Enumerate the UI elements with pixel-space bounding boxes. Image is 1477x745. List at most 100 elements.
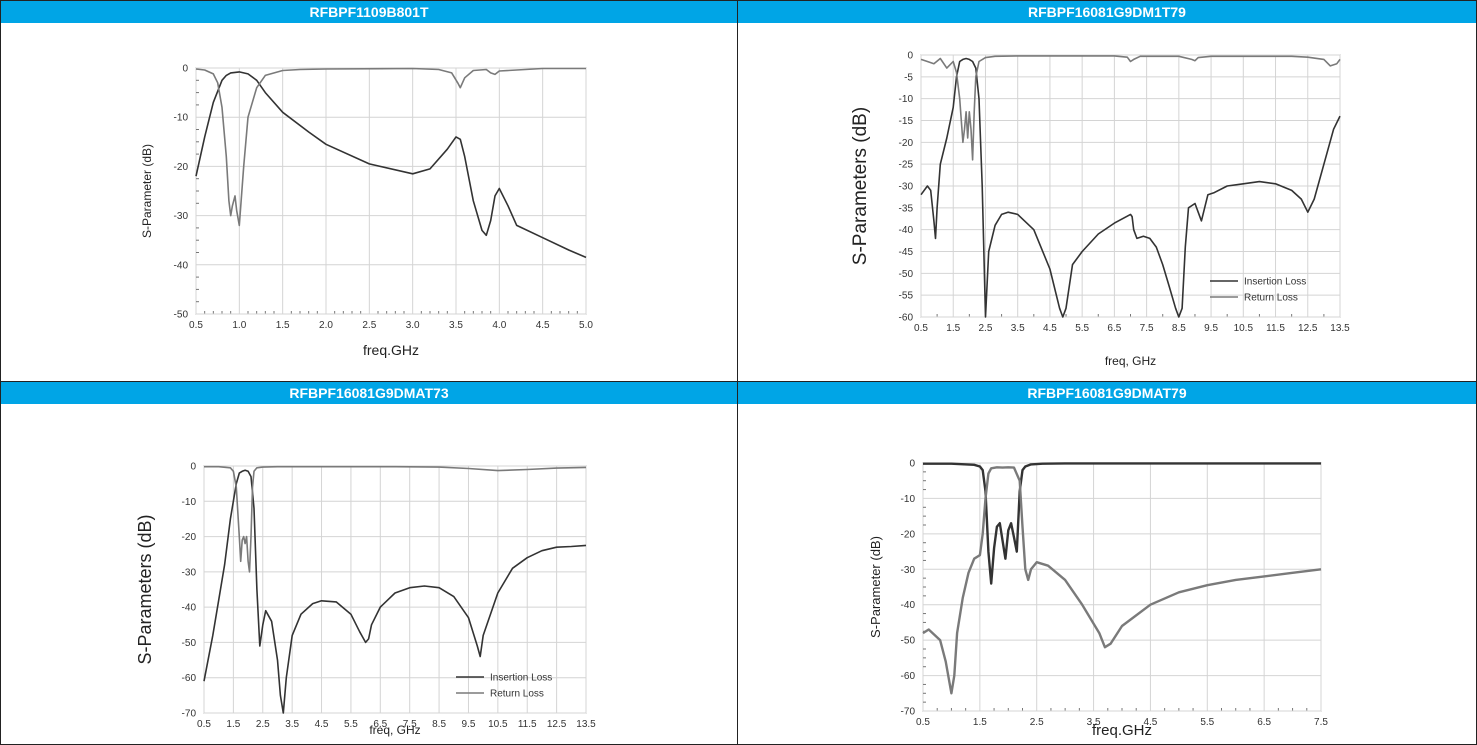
y-tick-label: -10 xyxy=(899,94,914,105)
y-tick-label: 0 xyxy=(182,64,188,75)
x-tick-label: 11.5 xyxy=(1266,323,1285,334)
legend-label: Return Loss xyxy=(1244,293,1298,304)
x-tick-label: 13.5 xyxy=(576,719,596,730)
x-tick-label: 7.5 xyxy=(403,719,417,730)
x-tick-label: 8.5 xyxy=(1172,323,1186,334)
y-tick-label: -10 xyxy=(901,494,916,505)
x-tick-label: 4.5 xyxy=(315,719,329,730)
y-tick-label: -30 xyxy=(901,565,916,576)
y-tick-label: -10 xyxy=(182,497,197,508)
y-grid xyxy=(921,54,1340,318)
x-tick-label: 2.5 xyxy=(256,719,270,730)
y-tick-label: -50 xyxy=(901,636,916,647)
x-tick-label: 4.5 xyxy=(1143,717,1157,728)
x-tick-label: 2.0 xyxy=(319,320,333,331)
insertion-loss-line xyxy=(203,469,587,714)
x-tick-label: 5.5 xyxy=(344,719,358,730)
plot-area xyxy=(203,465,587,714)
y-tick-label: -45 xyxy=(899,247,914,258)
y-tick-label: -30 xyxy=(182,567,197,578)
return-loss-line xyxy=(920,55,1341,161)
x-tick-label: 2.5 xyxy=(1030,717,1044,728)
y-tick-label: -40 xyxy=(899,225,914,236)
x-tick-label: 2.5 xyxy=(979,323,993,334)
chart-panel-3: RFBPF16081G9DMAT73 0.5 1.5 2.5 3.5 4.5 5.5 6.5… xyxy=(0,381,738,745)
insertion-loss-line xyxy=(923,462,1321,585)
x-tick-label: 1.5 xyxy=(946,323,960,334)
x-tick-label: 5.0 xyxy=(579,320,593,331)
y-tick-label: -70 xyxy=(182,709,197,720)
x-grid xyxy=(195,68,587,314)
plot-frame xyxy=(922,462,1322,712)
x-tick-label: 5.5 xyxy=(1200,717,1214,728)
y-tick-label: -70 xyxy=(901,707,916,718)
y-tick-label: -15 xyxy=(899,116,914,127)
chart-panel-2: RFBPF16081G9DM1T79 0.5 1.5 2.5 3.5 4.5 5.5 6.5… xyxy=(737,0,1477,382)
x-grid xyxy=(203,466,587,713)
x-tick-label: 3.5 xyxy=(1087,717,1101,728)
plot-area xyxy=(195,67,587,315)
x-tick-label: 9.5 xyxy=(462,719,476,730)
return-loss-line xyxy=(204,465,587,573)
y-axis-label: S-Parameters (dB) xyxy=(135,514,155,664)
plot-frame xyxy=(195,67,587,315)
x-tick-label: 6.5 xyxy=(1107,323,1121,334)
plot-area xyxy=(920,54,1341,318)
y-axis-label: S-Parameter (dB) xyxy=(868,536,883,638)
y-tick-label: -40 xyxy=(174,260,189,271)
x-tick-label: 7.5 xyxy=(1314,717,1328,728)
x-tick-label: 7.5 xyxy=(1140,323,1154,334)
plot-frame xyxy=(203,465,587,714)
chart-plot: 0.5 1.0 1.5 2.0 2.5 3.0 3.5 4.0 4.5 5.0 0 -10 -20 -30… xyxy=(140,64,593,359)
y-tick-label: -60 xyxy=(901,671,916,682)
x-tick-label: 4.5 xyxy=(536,320,550,331)
chart-plot: 0.5 1.5 2.5 3.5 4.5 5.5 6.5 7.5 8.5 9.5 10.5 11.5 12… xyxy=(850,51,1350,369)
insertion-loss-line xyxy=(920,57,1341,318)
legend: Insertion Loss Return Loss xyxy=(456,673,552,700)
legend-label: Return Loss xyxy=(490,689,544,700)
x-tick-label: 6.5 xyxy=(373,719,387,730)
y-tick-label: -40 xyxy=(901,600,916,611)
y-tick-label: -35 xyxy=(899,203,914,214)
x-tick-label: 1.0 xyxy=(232,320,246,331)
x-tick-label: 9.5 xyxy=(1204,323,1218,334)
y-tick-label: -30 xyxy=(174,211,189,222)
chart-title: RFBPF16081G9DMAT79 xyxy=(738,382,1476,404)
x-tick-label: 0.5 xyxy=(916,717,930,728)
y-tick-label: -20 xyxy=(182,532,197,543)
y-tick-label: -55 xyxy=(899,291,914,302)
chart-plot: 0.5 1.5 2.5 3.5 4.5 5.5 6.5 7.5 8.5 9.5 10.5 11.5 12… xyxy=(135,462,596,738)
x-tick-label: 12.5 xyxy=(1298,323,1318,334)
x-tick-label: 1.5 xyxy=(276,320,290,331)
x-tick-label: 3.5 xyxy=(1011,323,1025,334)
x-tick-label: 1.5 xyxy=(226,719,240,730)
chart-title: RFBPF16081G9DM1T79 xyxy=(738,1,1476,23)
y-tick-label: -30 xyxy=(899,182,914,193)
x-tick-label: 10.5 xyxy=(1234,323,1254,334)
plot-area xyxy=(922,462,1322,712)
x-tick-label: 8.5 xyxy=(432,719,446,730)
x-tick-label: 10.5 xyxy=(488,719,508,730)
y-tick-label: 0 xyxy=(190,462,196,473)
x-tick-label: 0.5 xyxy=(197,719,211,730)
x-tick-label: 2.5 xyxy=(362,320,376,331)
x-tick-label: 5.5 xyxy=(1075,323,1089,334)
legend-label: Insertion Loss xyxy=(490,673,552,684)
y-tick-label: -20 xyxy=(899,138,914,149)
x-tick-label: 4.0 xyxy=(492,320,506,331)
y-axis-label: S-Parameter (dB) xyxy=(140,144,154,238)
x-axis-label: freq.GHz xyxy=(363,342,419,358)
y-tick-label: -10 xyxy=(174,113,189,124)
y-tick-label: -50 xyxy=(182,638,197,649)
x-tick-label: 0.5 xyxy=(189,320,203,331)
chart-panel-4: RFBPF16081G9DMAT79 0.5 1.5 2.5 3.5 4.5 5.5 6.5… xyxy=(737,381,1477,745)
y-tick-label: -25 xyxy=(899,160,914,171)
x-tick-label: 3.0 xyxy=(406,320,420,331)
x-tick-label: 11.5 xyxy=(518,719,537,730)
y-tick-label: -50 xyxy=(174,310,189,321)
y-tick-label: -5 xyxy=(904,72,913,83)
x-tick-label: 6.5 xyxy=(1257,717,1271,728)
return-loss-line xyxy=(922,466,1322,695)
series-0-line xyxy=(195,71,587,259)
